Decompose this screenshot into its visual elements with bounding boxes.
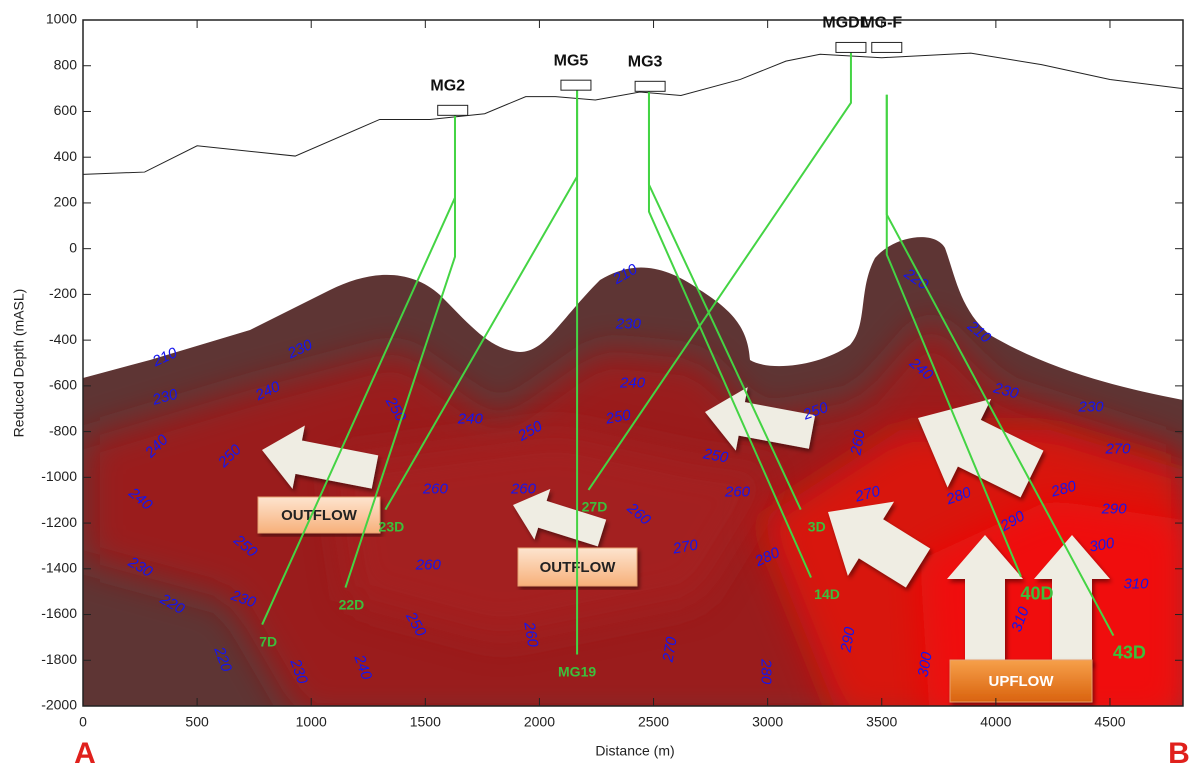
y-tick-label: -2000 <box>41 697 77 713</box>
isotherm-label: 230 <box>1078 399 1105 416</box>
y-tick-label: -400 <box>49 331 77 347</box>
x-tick-label: 1000 <box>296 714 327 730</box>
isotherm-label: 290 <box>1101 501 1128 518</box>
chart: OUTFLOWOUTFLOWUPFLOW Distance (m) Reduce… <box>0 0 1191 771</box>
y-tick-label: -1800 <box>41 651 77 667</box>
isotherm-label: 240 <box>457 411 484 428</box>
well-collar <box>561 80 591 90</box>
well-trace-label: 27D <box>582 499 608 515</box>
y-axis-label: Reduced Depth (mASL) <box>11 289 27 438</box>
y-tick-label: 600 <box>54 102 78 118</box>
isotherm-label: 310 <box>1123 576 1149 593</box>
well-trace-label: 3D <box>808 518 826 534</box>
y-tick-label: -600 <box>49 377 77 393</box>
x-axis-label: Distance (m) <box>595 743 674 759</box>
x-tick-label: 3000 <box>752 714 783 730</box>
y-tick-label: -1000 <box>41 468 77 484</box>
well-collar <box>635 81 665 91</box>
well-name: MG-F <box>861 15 902 32</box>
well-trace-label: 43D <box>1113 642 1146 662</box>
x-tick-label: 2000 <box>524 714 555 730</box>
y-tick-label: -800 <box>49 422 77 438</box>
x-tick-label: 3500 <box>866 714 897 730</box>
isotherm-label: 260 <box>724 484 751 501</box>
y-tick-label: 1000 <box>46 11 77 27</box>
topography-line <box>83 53 1183 174</box>
isotherm-label: 230 <box>615 316 642 333</box>
isotherm-label: 260 <box>510 481 537 498</box>
well-collar <box>872 42 902 52</box>
y-tick-label: 0 <box>69 239 77 255</box>
isotherm-label: 260 <box>415 557 442 574</box>
y-tick-label: -200 <box>49 285 77 301</box>
x-tick-label: 0 <box>79 714 87 730</box>
y-tick-label: -1200 <box>41 514 77 530</box>
well-collar <box>438 105 468 115</box>
section-end-a: A <box>74 737 96 770</box>
well-trace-label: 40D <box>1020 583 1053 603</box>
well-trace-label: 22D <box>339 596 365 612</box>
isotherm-label: 280 <box>758 658 775 685</box>
isotherm-label: 240 <box>619 375 646 392</box>
x-tick-label: 4500 <box>1094 714 1125 730</box>
well-name: MG3 <box>628 54 663 71</box>
x-tick-label: 1500 <box>410 714 441 730</box>
y-tick-label: 200 <box>54 194 78 210</box>
flow-label: OUTFLOW <box>281 507 358 524</box>
well-collar <box>836 42 866 52</box>
flow-label: UPFLOW <box>989 673 1055 690</box>
well-name: MG5 <box>554 52 589 69</box>
x-tick-label: 500 <box>185 714 209 730</box>
y-tick-label: -1600 <box>41 605 77 621</box>
section-end-b: B <box>1168 737 1190 770</box>
y-tick-label: 800 <box>54 56 78 72</box>
x-tick-label: 4000 <box>980 714 1011 730</box>
well-name: MG2 <box>430 78 465 95</box>
well-trace-label: 14D <box>814 586 840 602</box>
well-trace-label: 23D <box>379 518 405 534</box>
x-tick-label: 2500 <box>638 714 669 730</box>
y-tick-label: -1400 <box>41 560 77 576</box>
y-tick-label: 400 <box>54 148 78 164</box>
isotherm-label: 260 <box>422 481 449 498</box>
well-trace-label: MG19 <box>558 663 596 679</box>
isotherm-label: 270 <box>1104 441 1131 458</box>
well-trace-label: 7D <box>259 633 277 649</box>
